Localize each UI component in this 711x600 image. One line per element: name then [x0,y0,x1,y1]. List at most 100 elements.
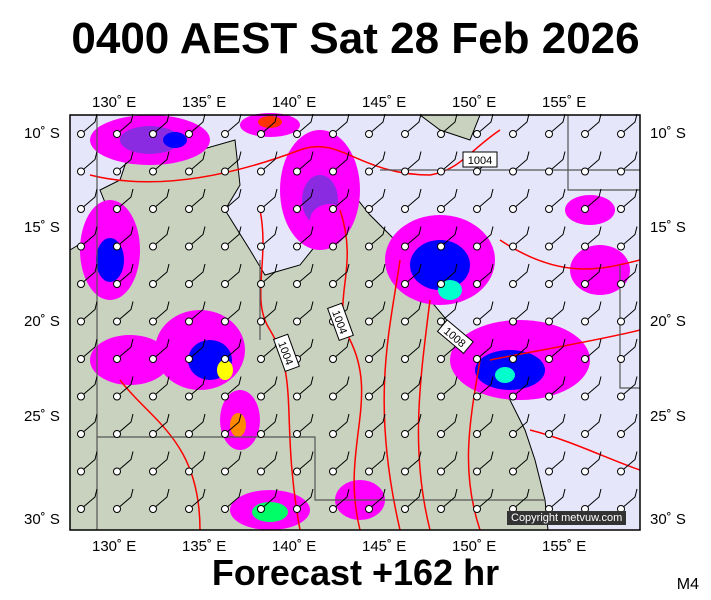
wind-barb [221,451,242,476]
wind-barb [617,376,638,401]
wind-barb [149,263,170,288]
wind-barb [185,151,206,176]
wind-barb [329,488,350,513]
wind-barb [437,263,458,288]
wind-barb [113,263,134,288]
rain-area [410,240,470,290]
wind-barb [617,188,638,213]
rain-area [163,132,187,148]
wind-barb [77,226,98,251]
wind-barb [293,376,314,401]
wind-barb [365,338,386,363]
wind-barb [617,226,638,251]
wind-barb [401,413,422,438]
wind-barb [437,301,458,326]
wind-barb [509,376,530,401]
wind-barb [365,376,386,401]
wind-barb [365,488,386,513]
wind-barb [185,451,206,476]
wind-barb [257,451,278,476]
wind-barb [77,113,98,138]
wind-barb [545,151,566,176]
lat-label: 30˚ S [24,511,60,528]
wind-barb [617,263,638,288]
rain-area [495,367,515,383]
wind-barb [509,226,530,251]
wind-barb [77,376,98,401]
lon-label: 135˚ E [182,538,227,555]
wind-barb [545,451,566,476]
wind-barb [437,488,458,513]
lat-lon-grid [96,115,640,530]
wind-barb [293,151,314,176]
wind-barb [581,188,602,213]
wind-barb [221,226,242,251]
wind-barb [113,413,134,438]
wind-barb [293,226,314,251]
rain-area [565,195,615,225]
wind-barb [77,451,98,476]
wind-barb [401,451,422,476]
wind-barb [149,488,170,513]
wind-barb [149,226,170,251]
wind-barb [401,226,422,251]
wind-barb [257,413,278,438]
wind-barb [365,151,386,176]
wind-barb [617,113,638,138]
wind-barb [401,301,422,326]
wind-barb [581,451,602,476]
wind-barb [329,376,350,401]
wind-barb [149,338,170,363]
lat-label: 10˚ S [650,125,686,142]
wind-barb [329,226,350,251]
wind-barb [437,413,458,438]
wind-barb [329,338,350,363]
wind-barb [257,151,278,176]
wind-barb [77,413,98,438]
lon-label: 145˚ E [362,94,407,111]
wind-barb [185,301,206,326]
isobar [529,429,641,471]
wind-barb [221,263,242,288]
wind-barb [77,488,98,513]
lat-label: 20˚ S [24,313,60,330]
lon-label: 140˚ E [272,538,317,555]
wind-barb [509,301,530,326]
lon-label: 135˚ E [182,94,227,111]
wind-barb [77,188,98,213]
lat-label: 10˚ S [24,125,60,142]
wind-barb [113,113,134,138]
wind-barb [185,338,206,363]
wind-barb [509,263,530,288]
wind-barb [113,151,134,176]
isobar [489,329,641,361]
wind-barb [365,113,386,138]
lat-label: 25˚ S [650,408,686,425]
isobar-label: 1004 [468,155,492,167]
isobar [89,129,501,183]
wind-barb [617,338,638,363]
isobar [383,259,401,531]
wind-barb [401,113,422,138]
wind-barb [617,151,638,176]
wind-barb [401,151,422,176]
isobar [259,209,301,531]
wind-barb [545,338,566,363]
lon-label: 155˚ E [542,538,587,555]
wind-barb [437,188,458,213]
isobar [339,209,363,531]
wind-barb [401,488,422,513]
wind-barb [365,301,386,326]
rain-area [217,360,233,380]
wind-barb [221,376,242,401]
wind-barb [401,338,422,363]
wind-barb [221,151,242,176]
wind-barb [329,263,350,288]
wind-barb [221,188,242,213]
wind-barb [257,226,278,251]
wind-barb [509,338,530,363]
wind-barb [149,451,170,476]
wind-barb [293,188,314,213]
wind-barb [509,413,530,438]
wind-barb [293,451,314,476]
